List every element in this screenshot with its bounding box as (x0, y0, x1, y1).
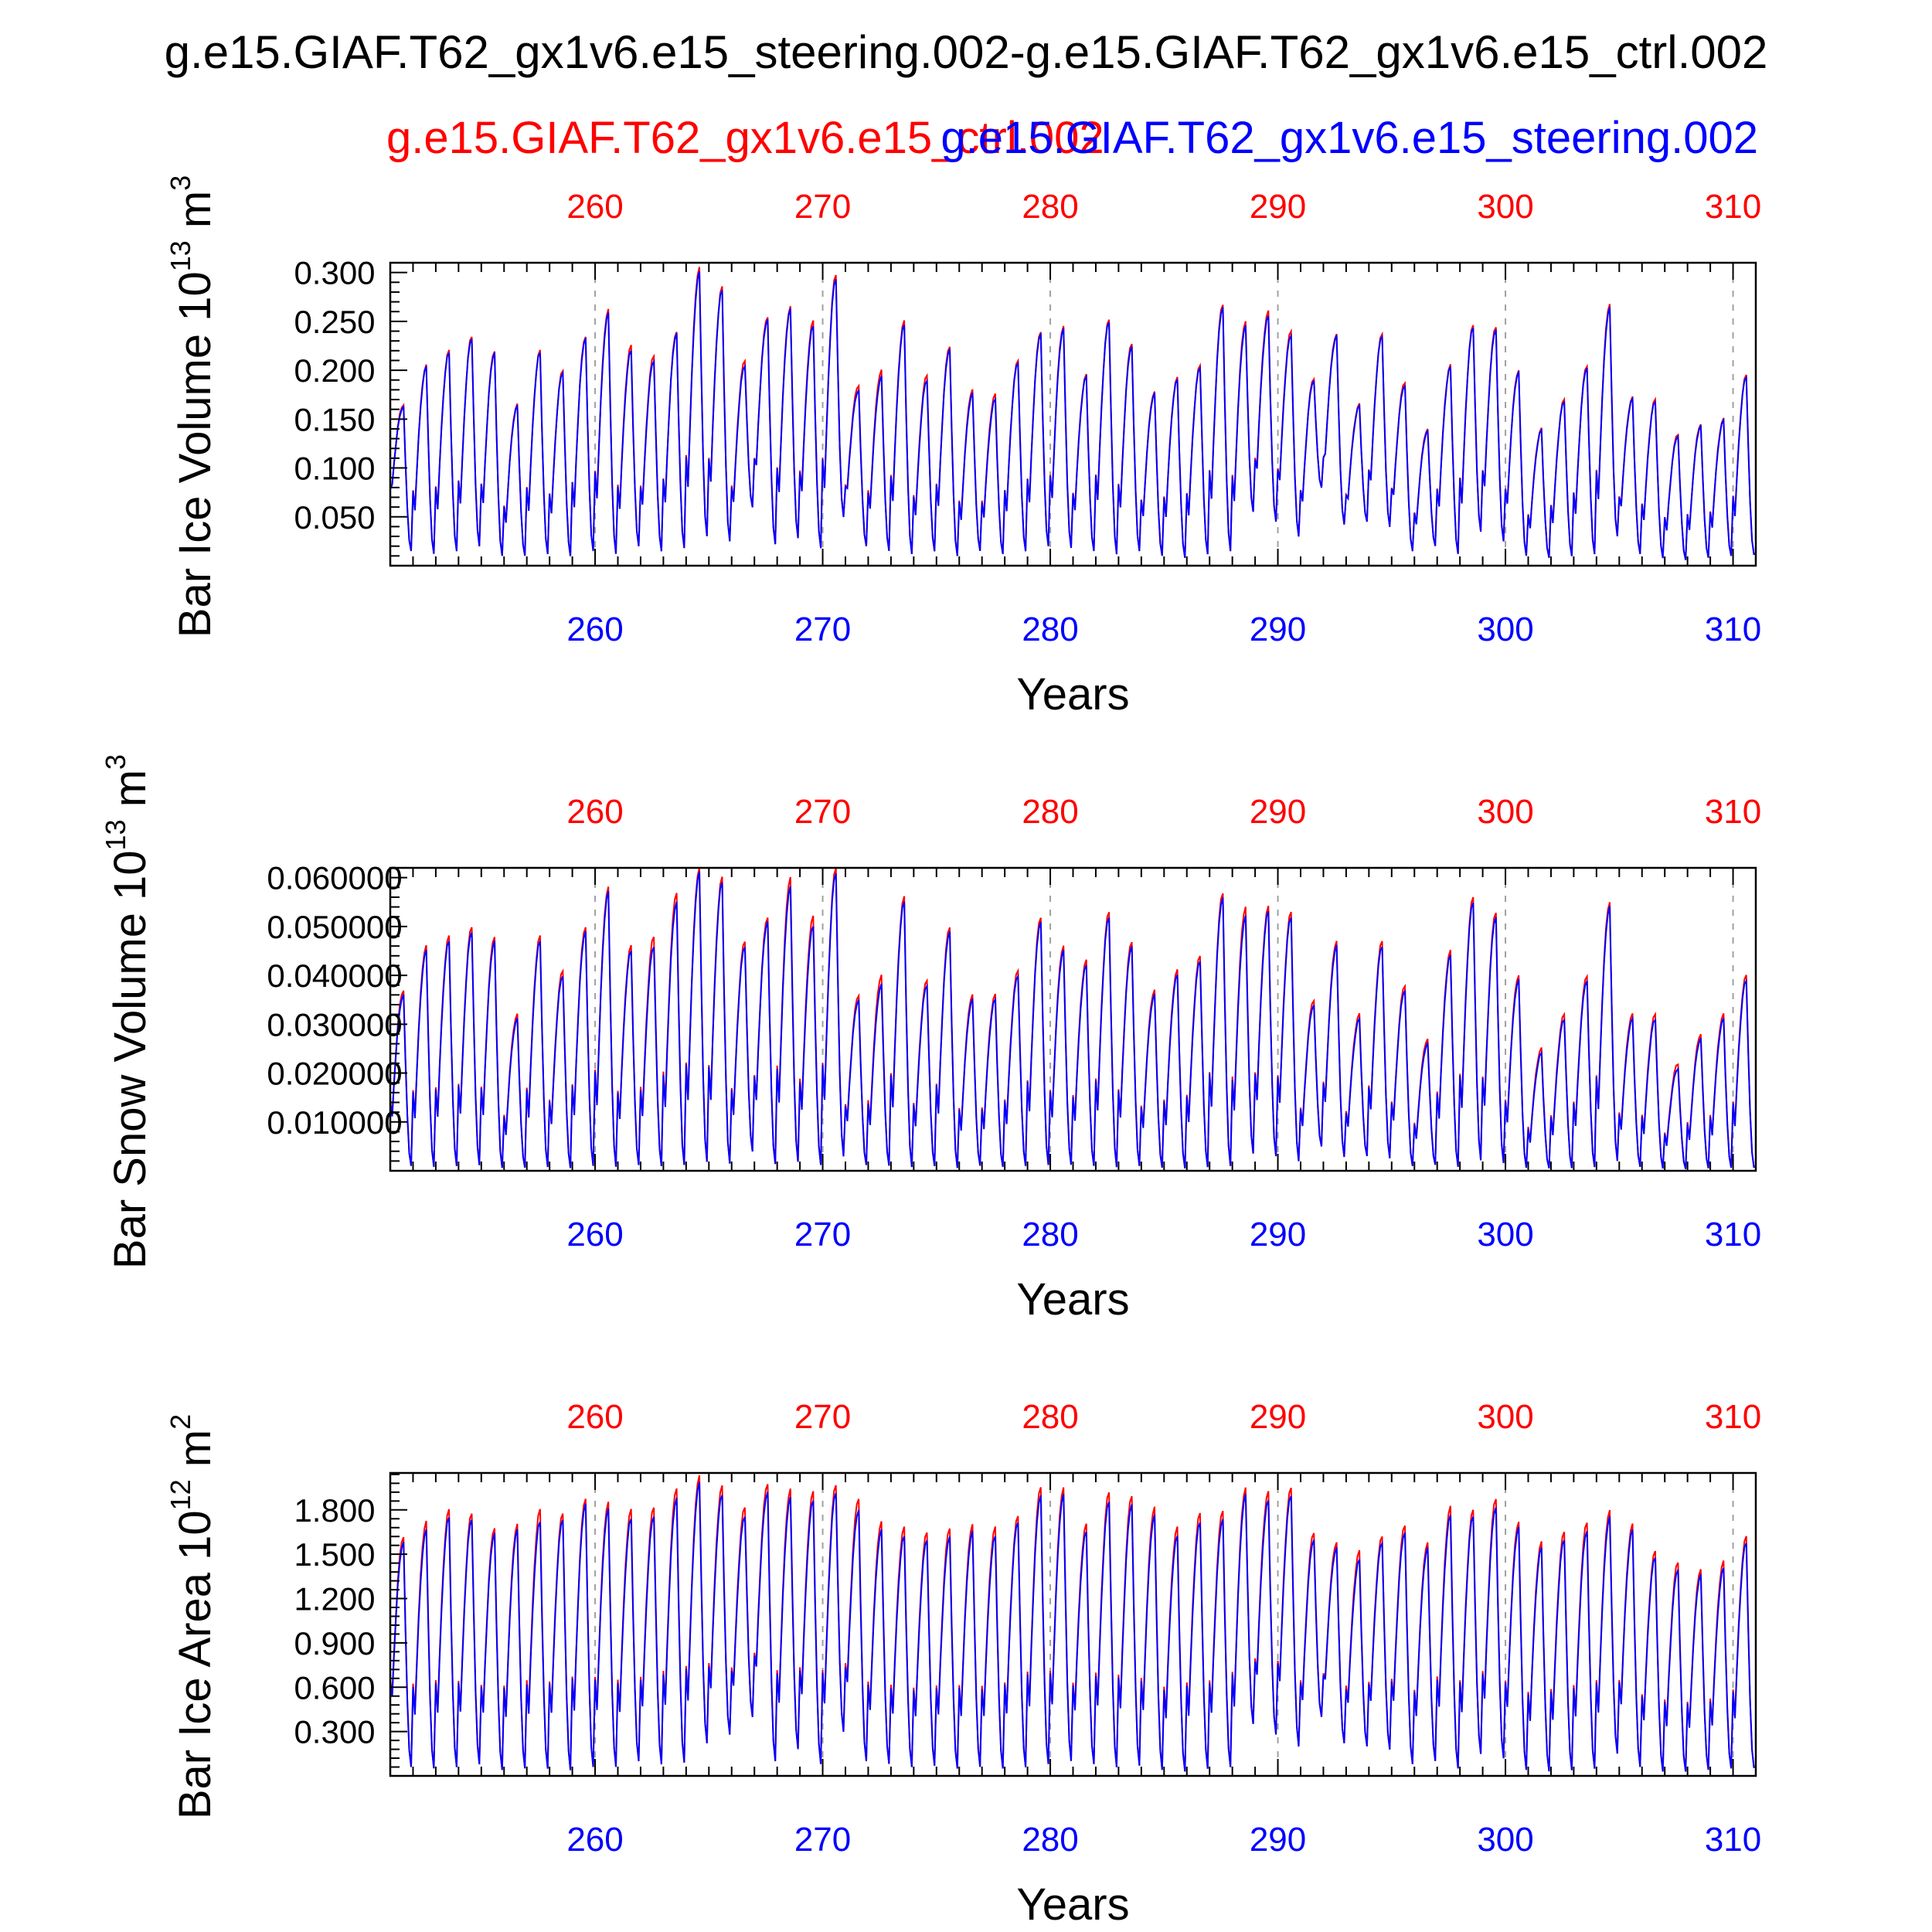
x-tick-label-top: 280 (1022, 188, 1078, 226)
legend-ctrl: g.e15.GIAF.T62_gx1v6.e15_ctrl.002 (386, 113, 1104, 163)
x-tick-label-top: 270 (794, 188, 851, 226)
x-axis-label: Years (1016, 1274, 1129, 1325)
y-tick-label: 1.200 (294, 1581, 375, 1617)
x-tick-label-top: 310 (1705, 793, 1761, 831)
y-axis-label: Bar Ice Area 1012 m2 (165, 1414, 220, 1819)
y-axis-label-prefix: Bar Snow Volume 10 (105, 850, 155, 1269)
y-tick-label: 0.900 (294, 1625, 375, 1662)
y-axis-label-exp: 13 (100, 819, 131, 850)
y-tick-label: 0.600 (294, 1669, 375, 1706)
y-tick-label: 0.300 (294, 1714, 375, 1750)
panels: 0.050 0.100 0.150 0.200 0.250 0.300 260 260 270 2… (100, 175, 1761, 1930)
x-tick-label-top: 290 (1250, 188, 1306, 226)
y-tick-label: 0.250 (294, 304, 375, 340)
x-tick-label-top: 280 (1022, 1398, 1078, 1436)
x-tick-label-bottom: 280 (1022, 1216, 1078, 1253)
y-axis-label-exp: 13 (165, 240, 196, 271)
x-tick-label-top: 290 (1250, 1398, 1306, 1436)
series-line-ctrl (389, 1475, 1757, 1772)
x-tick-label-bottom: 300 (1477, 611, 1533, 648)
y-tick-label: 0.050000 (267, 909, 402, 945)
series-line-steering (389, 871, 1757, 1169)
y-axis-label-unit: m (105, 770, 155, 819)
x-tick-label-bottom: 290 (1250, 1216, 1306, 1253)
x-tick-label-bottom: 270 (794, 1216, 851, 1253)
x-tick-label-bottom: 260 (566, 611, 623, 648)
y-axis-label: Bar Ice Volume 1013 m3 (165, 175, 220, 638)
y-tick-label: 1.500 (294, 1536, 375, 1573)
x-axis-label: Years (1016, 669, 1129, 719)
y-tick-label: 0.200 (294, 352, 375, 389)
x-tick-label-bottom: 260 (566, 1821, 623, 1859)
x-tick-label-bottom: 310 (1705, 1821, 1761, 1859)
x-tick-label-bottom: 270 (794, 611, 851, 648)
y-tick-label: 0.300 (294, 255, 375, 291)
y-axis-label-exp: 12 (165, 1479, 196, 1510)
x-tick-label-top: 260 (566, 1398, 623, 1436)
y-tick-label: 0.020000 (267, 1056, 402, 1092)
y-axis-label-unit-exp: 2 (165, 1414, 196, 1430)
x-tick-label-bottom: 280 (1022, 611, 1078, 648)
y-tick-label: 0.050 (294, 499, 375, 536)
x-tick-label-bottom: 290 (1250, 611, 1306, 648)
x-tick-label-top: 310 (1705, 188, 1761, 226)
x-tick-label-bottom: 290 (1250, 1821, 1306, 1859)
x-tick-label-bottom: 280 (1022, 1821, 1078, 1859)
x-tick-label-top: 300 (1477, 188, 1533, 226)
y-tick-label: 0.100 (294, 451, 375, 487)
panel-1: 0.050 0.100 0.150 0.200 0.250 0.300 260 260 270 2… (165, 175, 1761, 719)
x-tick-label-bottom: 300 (1477, 1216, 1533, 1253)
y-axis-label-unit: m (170, 191, 220, 240)
y-axis-label-unit-exp: 3 (100, 754, 131, 770)
y-tick-label: 0.040000 (267, 957, 402, 994)
x-tick-label-bottom: 270 (794, 1821, 851, 1859)
x-tick-label-bottom: 310 (1705, 1216, 1761, 1253)
x-tick-label-top: 300 (1477, 793, 1533, 831)
y-tick-label: 0.010000 (267, 1104, 402, 1141)
y-axis-label-unit: m (170, 1430, 220, 1479)
y-tick-label: 0.060000 (267, 860, 402, 896)
y-axis-label-prefix: Bar Ice Area 10 (170, 1510, 220, 1819)
y-axis-label-unit-exp: 3 (165, 175, 196, 191)
x-tick-label-top: 260 (566, 188, 623, 226)
panel-2: 0.010000 0.020000 0.030000 0.040000 0.050000… (100, 754, 1761, 1325)
series-line-ctrl (389, 867, 1757, 1169)
x-tick-label-bottom: 310 (1705, 611, 1761, 648)
x-tick-label-top: 260 (566, 793, 623, 831)
y-tick-label: 0.150 (294, 401, 375, 437)
series-line-ctrl (389, 267, 1757, 560)
figure-title: g.e15.GIAF.T62_gx1v6.e15_steering.002-g.… (165, 26, 1768, 78)
x-tick-label-top: 270 (794, 1398, 851, 1436)
y-tick-label: 1.800 (294, 1492, 375, 1529)
y-tick-label: 0.030000 (267, 1006, 402, 1043)
x-tick-label-top: 290 (1250, 793, 1306, 831)
x-tick-label-top: 310 (1705, 1398, 1761, 1436)
x-tick-label-bottom: 300 (1477, 1821, 1533, 1859)
panel-3: 0.300 0.600 0.900 1.200 1.500 1.800 260 260 270 2… (165, 1398, 1761, 1930)
x-tick-label-top: 300 (1477, 1398, 1533, 1436)
series-line-steering (389, 270, 1757, 560)
x-tick-label-bottom: 260 (566, 1216, 623, 1253)
x-tick-label-top: 280 (1022, 793, 1078, 831)
legend-steering: g.e15.GIAF.T62_gx1v6.e15_steering.002 (940, 113, 1758, 163)
y-axis-label-prefix: Bar Ice Volume 10 (170, 271, 220, 638)
x-axis-label: Years (1016, 1879, 1129, 1930)
series-line-steering (389, 1481, 1757, 1772)
x-tick-label-top: 270 (794, 793, 851, 831)
y-axis-label: Bar Snow Volume 1013 m3 (100, 754, 155, 1269)
